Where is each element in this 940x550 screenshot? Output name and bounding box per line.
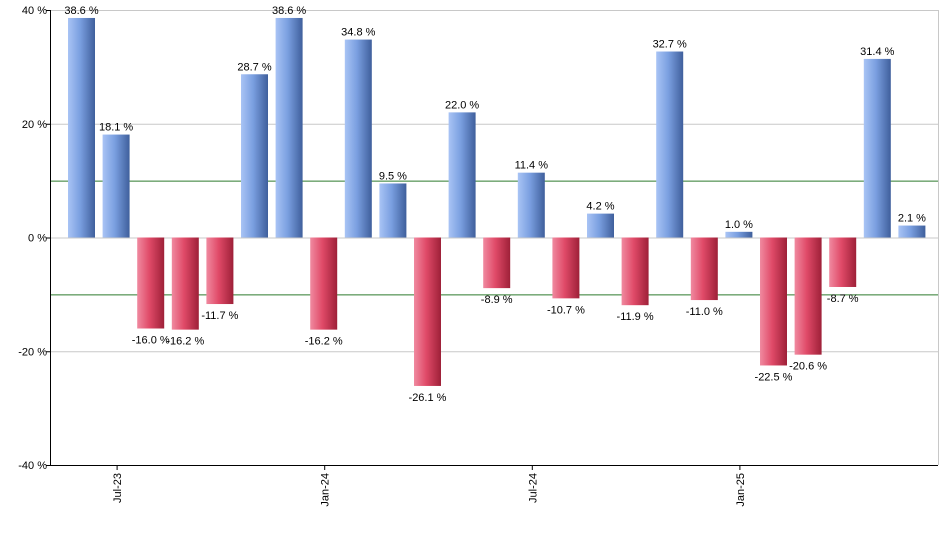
data-labels: 38.6 %18.1 %-16.0 %-16.2 %-11.7 %28.7 %3… <box>64 5 926 404</box>
data-label: -26.1 % <box>409 392 447 404</box>
y-tick-label: 40 % <box>22 5 47 17</box>
x-tick-label: Jul-23 <box>112 473 124 503</box>
bar-positive <box>863 58 891 238</box>
x-tick-label: Jan-25 <box>735 473 747 507</box>
data-label: 28.7 % <box>237 61 271 73</box>
y-tick-label: 0 % <box>28 233 47 245</box>
bar-negative <box>171 237 199 330</box>
axes: 40 % 20 % 0 % -20 % -40 % Jul-23 Jan-24 Jul-24 J… <box>18 5 938 507</box>
bar-positive <box>725 231 753 238</box>
data-label: 32.7 % <box>653 39 687 51</box>
y-tick-label: 20 % <box>22 119 47 131</box>
bar-positive <box>102 134 130 238</box>
data-label: -22.5 % <box>755 371 793 383</box>
bar-negative <box>483 237 511 289</box>
data-label: -16.2 % <box>305 336 343 348</box>
bars <box>68 17 926 386</box>
bar-positive <box>241 74 268 238</box>
bar-positive <box>587 213 614 238</box>
bar-positive <box>448 112 476 238</box>
data-label: 9.5 % <box>379 170 407 182</box>
bar-negative <box>829 237 857 287</box>
bar-negative <box>310 237 338 330</box>
data-label: 18.1 % <box>99 122 133 134</box>
bar-negative <box>621 237 649 306</box>
bar-positive <box>344 39 372 238</box>
data-label: -11.7 % <box>201 310 238 322</box>
data-label: 38.6 % <box>272 5 306 17</box>
bar-positive <box>68 17 95 238</box>
bar-positive <box>517 172 545 238</box>
data-label: 11.4 % <box>515 160 549 172</box>
data-label: -11.9 % <box>617 311 654 323</box>
data-label: 38.6 % <box>64 5 98 17</box>
bar-negative <box>137 237 165 329</box>
bar-positive <box>275 17 303 238</box>
data-label: 1.0 % <box>725 219 753 231</box>
data-label: 34.8 % <box>341 27 375 39</box>
y-tick-label: -20 % <box>18 346 47 358</box>
bar-positive <box>898 225 926 238</box>
bar-negative <box>206 237 234 305</box>
data-label: -16.2 % <box>166 336 204 348</box>
y-tick-label: -40 % <box>18 460 47 472</box>
data-label: -11.0 % <box>686 306 723 318</box>
bar-negative <box>794 237 822 355</box>
data-label: -10.7 % <box>547 304 585 316</box>
data-label: 31.4 % <box>860 46 894 58</box>
data-label: 22.0 % <box>445 99 479 111</box>
x-tick-label: Jul-24 <box>527 473 539 503</box>
data-label: -20.6 % <box>789 361 827 373</box>
data-label: -8.9 % <box>481 294 513 306</box>
x-tick-label: Jan-24 <box>320 473 332 507</box>
bar-negative <box>552 237 580 299</box>
bar-positive <box>379 183 407 238</box>
data-label: -8.7 % <box>827 293 859 305</box>
data-label: -16.0 % <box>132 335 170 347</box>
bar-negative <box>690 237 718 301</box>
data-label: 4.2 % <box>586 201 614 213</box>
bar-positive <box>656 51 684 238</box>
data-label: 2.1 % <box>898 213 926 225</box>
bar-negative <box>760 237 787 366</box>
bar-negative <box>414 237 441 386</box>
